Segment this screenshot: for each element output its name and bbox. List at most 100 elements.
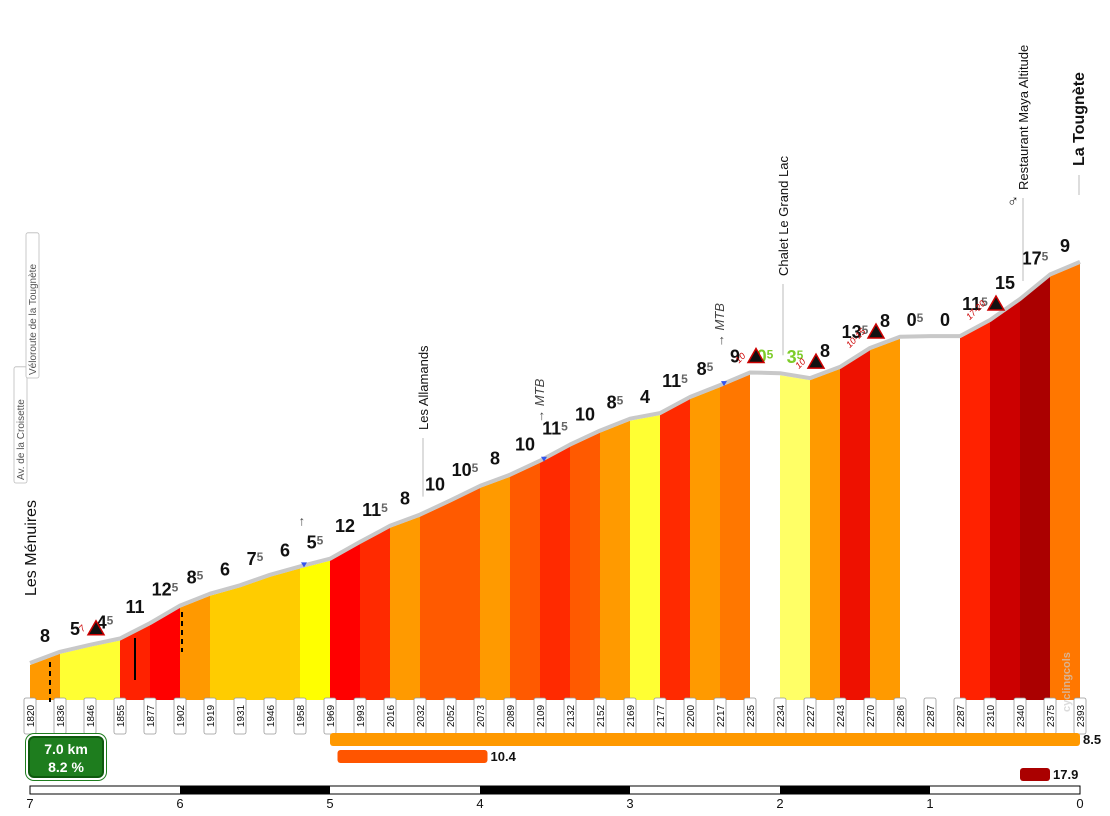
elevation-value: 1846: [86, 704, 97, 727]
gradient-half: 5: [561, 420, 568, 434]
elevation-value: 1820: [26, 704, 37, 727]
elevation-value: 1919: [206, 704, 217, 727]
distance-tick-3: 4: [476, 796, 483, 811]
section-bar-2: [1020, 768, 1050, 781]
gradient-whole: 10: [425, 475, 445, 495]
start-sublabel-text: Av. de la Croisette: [16, 399, 27, 480]
section-value-0: 8.5: [1083, 732, 1101, 747]
gradient-label-5: 85: [187, 568, 204, 588]
gradient-whole: 3: [787, 347, 797, 367]
profile-segment-21: [660, 399, 690, 700]
gradient-label-11: 115: [362, 500, 388, 520]
side-route-marker-1: [721, 381, 727, 387]
gradient-label-20: 4: [640, 387, 650, 407]
elevation-label-29: 2286: [893, 697, 907, 735]
elevation-label-14: 2052: [443, 697, 457, 735]
elevation-label-32: 2310: [983, 697, 997, 735]
gradient-whole: 8: [40, 626, 50, 646]
gradient-label-32: 15: [995, 273, 1015, 293]
elevation-label-35: 2393: [1073, 697, 1087, 735]
elevation-label-20: 2169: [623, 697, 637, 735]
elevation-value: 2109: [536, 704, 547, 727]
profile-segment-23: [720, 374, 750, 700]
profile-segment-27: [840, 350, 870, 700]
gradient-whole: 11: [125, 597, 144, 617]
distance-tick-0: 7: [26, 796, 33, 811]
elevation-label-6: 1919: [203, 697, 217, 735]
elevation-value: 2286: [896, 704, 907, 727]
gradient-label-26: 8: [820, 341, 830, 361]
profile-segment-7: [240, 576, 270, 700]
gradient-label-4: 125: [152, 580, 179, 600]
profile-segment-12: [390, 516, 420, 700]
profile-segment-8: [270, 568, 300, 700]
waypoint-label-1: Chalet Le Grand Lac: [776, 156, 791, 276]
steep-warning-icon: [806, 352, 826, 369]
gradient-whole: 8: [607, 393, 617, 413]
gradient-whole: 6: [220, 559, 230, 579]
steep-warning-icon: [746, 346, 766, 364]
side-route-0: → MTB: [532, 378, 547, 422]
gradient-label-22: 85: [697, 359, 714, 379]
side-route-label: →: [292, 515, 307, 528]
elevation-label-28: 2270: [863, 697, 877, 735]
steep-warning-icon: [986, 294, 1006, 311]
profile-segment-6: [210, 587, 240, 700]
watermark: cyclingcols: [1061, 652, 1073, 712]
elevation-label-19: 2152: [593, 697, 607, 735]
profile-segment-0: [30, 653, 60, 700]
elevation-label-7: 1931: [233, 697, 247, 735]
profile-segment-25: [780, 375, 810, 700]
gradient-whole: 10: [575, 405, 595, 425]
gradient-label-7: 75: [247, 549, 264, 569]
gradient-label-9: 55: [307, 533, 324, 553]
gradient-label-14: 105: [452, 460, 479, 480]
profile-segment-18: [570, 432, 600, 700]
gradient-whole: 10: [452, 460, 472, 480]
gradient-label-23: 9: [730, 347, 740, 367]
gradient-whole: 10: [515, 435, 535, 455]
elevation-label-5: 1902: [173, 697, 187, 735]
gradient-label-17: 115: [542, 419, 568, 439]
elevation-label-box: [23, 697, 37, 735]
steep-warning-icon: [866, 322, 886, 339]
elevation-label-box: [323, 697, 337, 735]
gradient-whole: 11: [362, 500, 381, 520]
gradient-label-1: 5: [70, 619, 80, 639]
distance-axis-stripe-1: [480, 786, 630, 794]
distance-tick-5: 2: [776, 796, 783, 811]
gradient-whole: 17: [1022, 249, 1042, 269]
profile-segment-17: [540, 446, 570, 700]
profile-segment-24: [750, 374, 780, 700]
elevation-label-2: 1846: [83, 697, 97, 735]
profile-segment-31: [960, 322, 990, 700]
profile-segment-29: [900, 338, 930, 700]
gradient-label-3: 11: [125, 597, 144, 617]
gradient-whole: 8: [880, 311, 890, 331]
gradient-label-34: 9: [1060, 236, 1070, 256]
profile-segment-15: [480, 476, 510, 700]
gradient-half: 5: [1042, 250, 1049, 264]
elevation-label-box: [143, 697, 157, 735]
gradient-half: 5: [381, 501, 388, 515]
profile-segment-9: [300, 560, 330, 700]
elevation-label-box: [233, 697, 247, 735]
distance-axis-stripe-0: [180, 786, 330, 794]
gradient-half: 5: [681, 372, 688, 386]
gradient-whole: 8: [820, 341, 830, 361]
elevation-label-21: 2177: [653, 697, 667, 735]
profile-segment-14: [450, 487, 480, 700]
gradient-label-24: 05: [757, 347, 774, 367]
elevation-label-box: [173, 697, 187, 735]
elevation-label-23: 2217: [713, 697, 727, 735]
elevation-value: 1836: [56, 704, 67, 727]
gradient-whole: 9: [730, 347, 740, 367]
elevation-label-15: 2073: [473, 697, 487, 735]
gradient-half: 5: [197, 569, 204, 583]
gradient-label-16: 10: [515, 435, 535, 455]
profile-segment-1: [60, 646, 90, 700]
elevation-label-9: 1958: [293, 697, 307, 735]
steep-warning-icon: [86, 619, 106, 636]
elevation-value: 2089: [506, 704, 517, 727]
